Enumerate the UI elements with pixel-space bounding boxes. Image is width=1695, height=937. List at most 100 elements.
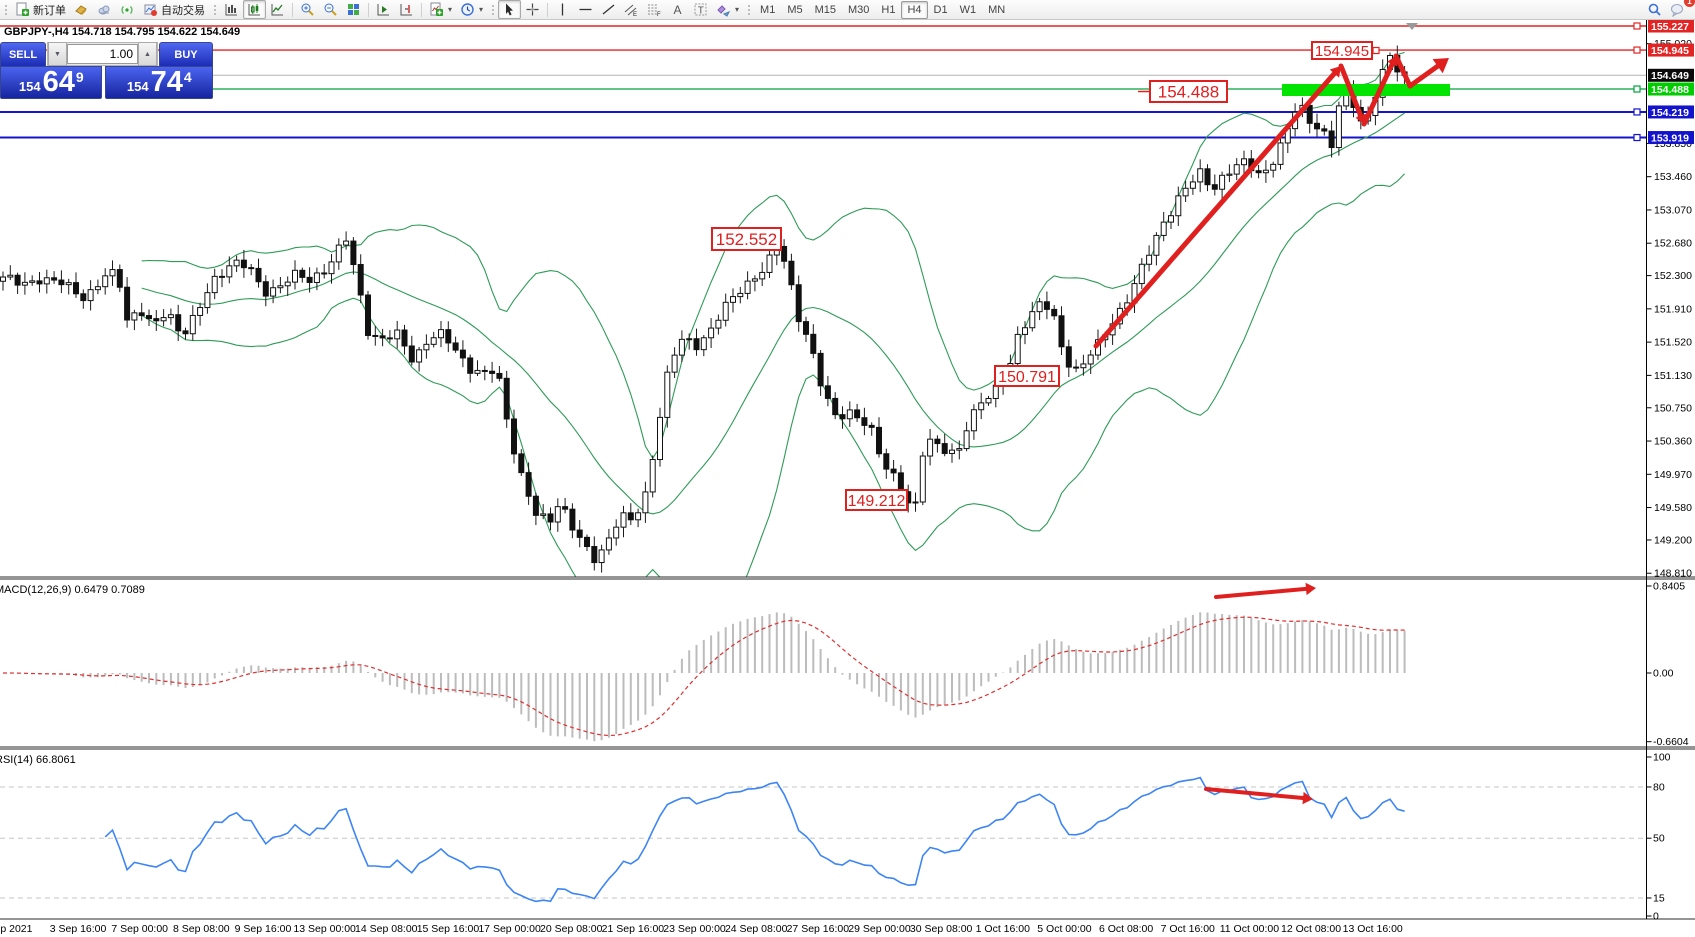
candle-chart-icon <box>247 2 262 17</box>
svg-text:23 Sep 00:00: 23 Sep 00:00 <box>663 923 726 935</box>
buy-price-base: 154 <box>126 79 149 94</box>
timeframe-button-m15[interactable]: M15 <box>814 3 837 16</box>
timeframe-button-h1[interactable]: H1 <box>881 3 896 16</box>
buy-button[interactable]: BUY <box>159 42 213 66</box>
dropdown-arrow-icon[interactable]: ▾ <box>448 5 453 14</box>
text-label-button[interactable]: T <box>689 0 712 19</box>
crosshair-button[interactable] <box>521 0 544 19</box>
svg-text:100: 100 <box>1653 752 1671 764</box>
timeframe-button-m1[interactable]: M1 <box>760 3 776 16</box>
volume-input[interactable] <box>67 44 138 64</box>
fibonacci-button[interactable]: F <box>643 0 666 19</box>
sell-button[interactable]: SELL <box>0 42 46 66</box>
toolbar-separator <box>421 2 422 17</box>
eraser-icon <box>74 2 89 17</box>
boll-middle <box>141 112 1405 515</box>
cloud-icon <box>97 2 112 17</box>
svg-text:149.200: 149.200 <box>1654 534 1692 546</box>
dropdown-arrow-icon[interactable]: ▾ <box>735 5 740 14</box>
new-order-button[interactable]: 新订单 <box>11 0 70 19</box>
annotation-box-149212[interactable]: 149.212 <box>845 489 908 511</box>
tile-windows-button[interactable] <box>342 0 365 19</box>
sell-price-point: 9 <box>75 69 84 85</box>
chart-title: GBPJPY-,H4 154.718 154.795 154.622 154.6… <box>4 26 240 38</box>
line-chart-button[interactable] <box>266 0 289 19</box>
support-zone-rectangle[interactable] <box>1282 84 1450 96</box>
volume-increase-button[interactable]: ▲ <box>138 42 157 66</box>
price-tag-155.227 <box>1648 19 1694 33</box>
autotrade-button[interactable]: 自动交易 <box>139 0 209 19</box>
timeframe-button-w1[interactable]: W1 <box>959 3 977 16</box>
zoom-in-button[interactable] <box>296 0 319 19</box>
indicators-button[interactable]: ▾ <box>425 0 456 19</box>
toolbar-drag-handle[interactable] <box>3 3 8 16</box>
toolbar-drag-handle[interactable] <box>746 3 752 16</box>
buy-price-display[interactable]: 154 74 4 <box>104 66 213 99</box>
trendline-button[interactable] <box>597 0 620 19</box>
toolbar-drag-handle[interactable] <box>490 3 496 16</box>
price-annotations[interactable]: 154.945 154.488 152.552 150.791 149.212 <box>711 41 1380 511</box>
shapes-button[interactable]: ▾ <box>712 0 743 19</box>
price-tag-154.945 <box>1648 43 1694 57</box>
crosshair-icon <box>525 2 540 17</box>
svg-text:7 Oct 16:00: 7 Oct 16:00 <box>1161 923 1215 935</box>
svg-text:11 Oct 00:00: 11 Oct 00:00 <box>1220 923 1280 935</box>
volume-decrease-button[interactable]: ▼ <box>48 42 67 66</box>
cursor-button[interactable] <box>498 0 522 19</box>
timeframe-button-m30[interactable]: M30 <box>848 3 870 16</box>
periods-button[interactable]: ▾ <box>456 0 487 19</box>
svg-text:80: 80 <box>1653 781 1665 793</box>
svg-text:150.360: 150.360 <box>1654 436 1692 448</box>
dropdown-arrow-icon[interactable]: ▾ <box>479 5 484 14</box>
trend-arrows[interactable] <box>1093 53 1449 805</box>
sell-price-base: 154 <box>18 79 41 94</box>
text-button[interactable]: A <box>666 0 689 19</box>
cloud-storage-button[interactable] <box>93 0 116 19</box>
timeframe-button-d1[interactable]: D1 <box>933 3 948 16</box>
svg-text:154.945: 154.945 <box>1315 43 1369 60</box>
vline-icon <box>555 2 570 17</box>
candlestick-chart-button[interactable] <box>243 0 266 19</box>
svg-text:T: T <box>698 6 704 17</box>
annotation-box-154945[interactable]: 154.945 <box>1311 41 1380 60</box>
svg-text:24 Sep 08:00: 24 Sep 08:00 <box>725 923 788 935</box>
annotation-box-154488[interactable]: 154.488 <box>1138 80 1228 103</box>
timeframe-button-mn[interactable]: MN <box>988 3 1006 16</box>
toolbar-drag-handle[interactable] <box>212 3 217 16</box>
zoom-in-icon <box>300 2 315 17</box>
vertical-line-button[interactable] <box>551 0 574 19</box>
annotation-box-150791[interactable]: 150.791 <box>994 365 1060 387</box>
svg-text:150.750: 150.750 <box>1654 402 1692 414</box>
chart-canvas[interactable]: 155.020153.850153.460153.070152.680152.3… <box>0 19 1695 937</box>
search-button[interactable] <box>1643 0 1666 19</box>
trendline-icon <box>601 2 616 17</box>
bar-chart-icon <box>224 2 239 17</box>
signals-button[interactable] <box>116 0 139 19</box>
sell-price-display[interactable]: 154 64 9 <box>0 66 102 99</box>
timeframe-button-m5[interactable]: M5 <box>787 3 803 16</box>
svg-text:152.552: 152.552 <box>716 230 777 249</box>
chart-shift-marker[interactable] <box>1406 23 1418 30</box>
svg-text:149.212: 149.212 <box>848 493 906 510</box>
auto-scroll-button[interactable] <box>372 0 395 19</box>
svg-text:151.910: 151.910 <box>1654 303 1692 315</box>
toolbar-separator <box>368 2 369 17</box>
price-tag-154.488 <box>1648 82 1694 96</box>
price-axis[interactable]: 155.020153.850153.460153.070152.680152.3… <box>1646 19 1695 580</box>
zoom-out-button[interactable] <box>319 0 342 19</box>
chat-button[interactable] <box>1666 0 1689 19</box>
chart-shift-button[interactable] <box>395 0 418 19</box>
clock-icon <box>460 2 475 17</box>
horizontal-line-button[interactable] <box>574 0 597 19</box>
bar-chart-button[interactable] <box>220 0 243 19</box>
svg-text:0: 0 <box>1653 911 1659 923</box>
macd-panel: 0.8405 0.00 -0.6604 MACD(12,26,9) 0.6479 0.… <box>0 581 1689 749</box>
time-axis[interactable]: Sep 2021 3 Sep 16:00 7 Sep 00:00 8 Sep 08:0… <box>0 923 1403 935</box>
history-button[interactable] <box>70 0 93 19</box>
svg-text:E: E <box>633 12 637 17</box>
equidistant-channel-button[interactable]: E <box>620 0 643 19</box>
annotation-box-152552[interactable]: 152.552 <box>711 227 782 251</box>
svg-text:150.791: 150.791 <box>998 369 1056 386</box>
timeframe-button-h4[interactable]: H4 <box>901 0 928 19</box>
